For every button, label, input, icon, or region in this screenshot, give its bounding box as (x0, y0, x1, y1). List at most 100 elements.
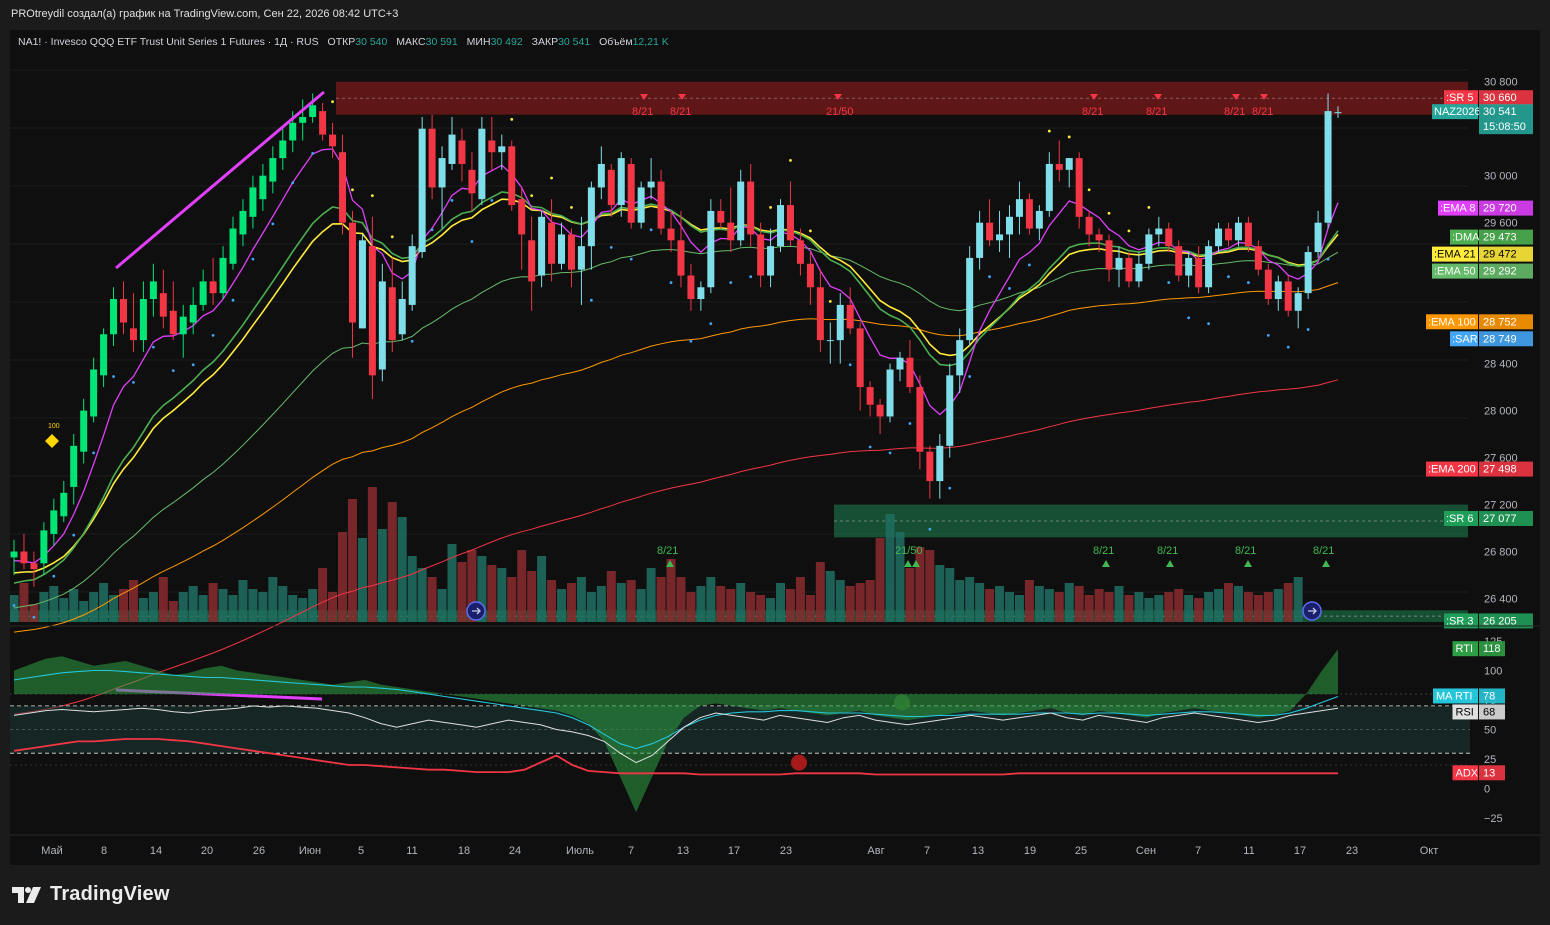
candle-body (80, 410, 88, 452)
sar-dot (689, 339, 693, 343)
footer (0, 865, 1550, 925)
price-tag-value: 26 205 (1483, 615, 1517, 627)
candle-body (139, 299, 147, 341)
sar-dot (151, 345, 155, 349)
candle-body (269, 158, 277, 182)
price-tag-value: 28 752 (1483, 316, 1517, 328)
volume-bar (158, 577, 168, 622)
candle-body (786, 205, 794, 241)
volume-bar (696, 586, 706, 622)
volume-bar (1283, 583, 1293, 622)
volume-bar (656, 577, 666, 622)
price-tag-label: :EMA 50 (1434, 266, 1476, 278)
volume-bar (706, 577, 716, 622)
price-tag-label-bg (1432, 263, 1478, 279)
price-tag-label-bg (1426, 461, 1478, 477)
price-tag-value: 30 541 (1483, 106, 1517, 118)
volume-bar (39, 592, 49, 622)
candle-body (458, 140, 466, 164)
sar-dot (1326, 257, 1330, 261)
price-axis-label: 26 400 (1484, 594, 1518, 606)
published-text: PROtreydil создал(а) график на TradingVi… (11, 8, 399, 20)
price-tag-label-bg (1426, 314, 1478, 330)
low-label: МИН (466, 36, 491, 48)
date-axis-label: 19 (1024, 845, 1036, 857)
volume-bar (1204, 592, 1214, 622)
sar-dot (331, 100, 334, 104)
volume-bar (855, 583, 865, 622)
header-bar: PROtreydil создал(а) график на TradingVi… (0, 0, 1550, 30)
sar-dot (490, 198, 494, 202)
volume-bar (298, 598, 308, 622)
price-axis-label: 28 400 (1484, 359, 1518, 371)
sar-dot (32, 615, 36, 619)
volume-bar (616, 583, 626, 622)
candle-body (886, 369, 894, 417)
volume-bar (228, 595, 238, 622)
volume-bar (1004, 592, 1014, 622)
candle-body (70, 445, 78, 487)
volume-bar (347, 499, 357, 622)
date-axis-label: 26 (253, 845, 265, 857)
price-tag-label-bg (1450, 331, 1478, 347)
price-axis-label: 29 600 (1484, 218, 1518, 230)
price-tag-value-bg (1479, 331, 1533, 347)
volume-bar (955, 580, 965, 622)
candle-body (1005, 216, 1013, 235)
price-tag-value-bg (1479, 263, 1533, 279)
candle-body (388, 287, 396, 341)
date-axis-label: Июн (299, 845, 321, 857)
indicator-tag-label-bg (1433, 688, 1478, 704)
diamond-marker (45, 434, 59, 448)
price-tag-dma: :DMA 29 473 (1450, 229, 1533, 245)
candle-body (219, 257, 227, 294)
volume-bar (825, 571, 835, 622)
candles (10, 93, 1342, 587)
candle-body (1185, 257, 1193, 276)
marker-100-label: 100 (48, 423, 60, 430)
volume-bar (29, 604, 39, 622)
price-tag-label-bg (1432, 104, 1478, 120)
chart-frame[interactable]: 100 8/21 8/21 21/50 8/21 8/21 8/21 8/21 8/21 21/5… (10, 30, 1540, 865)
sar-dot (609, 245, 613, 249)
volume-bar (1124, 595, 1134, 622)
volume-bar (1084, 595, 1094, 622)
candle-body (956, 340, 964, 376)
date-axis-label: Сен (1136, 845, 1156, 857)
candle-body (159, 293, 167, 317)
price-axis-label: 26 800 (1484, 547, 1518, 559)
volume-value: 12,21 K (632, 36, 669, 48)
candle-body (438, 158, 446, 188)
candle-body (348, 222, 356, 323)
volume-bar (636, 589, 646, 622)
sar-dot (112, 375, 115, 378)
sar-dot (729, 281, 733, 284)
price-tag-ema-50: :EMA 50 29 292 (1432, 263, 1533, 279)
tradingview-logo[interactable]: TradingView (12, 883, 170, 906)
candle-body (1105, 240, 1113, 270)
candle-body (1035, 210, 1043, 229)
price-tag-ema-8: :EMA 8 29 720 (1438, 200, 1533, 216)
candle-body (866, 387, 874, 405)
indicator-tag-label: ADX (1456, 767, 1479, 779)
volume-bar (1184, 595, 1194, 622)
candle-body (687, 275, 695, 300)
sar-dot (1286, 345, 1290, 349)
date-axis-label: 14 (150, 845, 162, 857)
candle-body (319, 111, 327, 135)
candle-body (796, 240, 804, 264)
price-tag-naz2026: NAZ2026 30 541 15:08:50 (1432, 104, 1533, 135)
candle-body (279, 140, 287, 159)
volume-bar (437, 589, 447, 622)
price-axis-label: 27 200 (1484, 500, 1518, 512)
volume-bar (925, 550, 935, 622)
cycle-label-bottom: 8/21 (1313, 545, 1334, 557)
price-tag-value: 29 292 (1483, 266, 1517, 278)
candle-body (757, 234, 765, 276)
sar-dot (1067, 135, 1071, 139)
sar-dot (948, 486, 952, 490)
ema-100-line (13, 282, 1339, 633)
candle-body (677, 240, 685, 276)
chart-canvas[interactable]: 100 8/21 8/21 21/50 8/21 8/21 8/21 8/21 8/21 21/5… (10, 30, 1540, 865)
sar-dot (1027, 263, 1031, 267)
